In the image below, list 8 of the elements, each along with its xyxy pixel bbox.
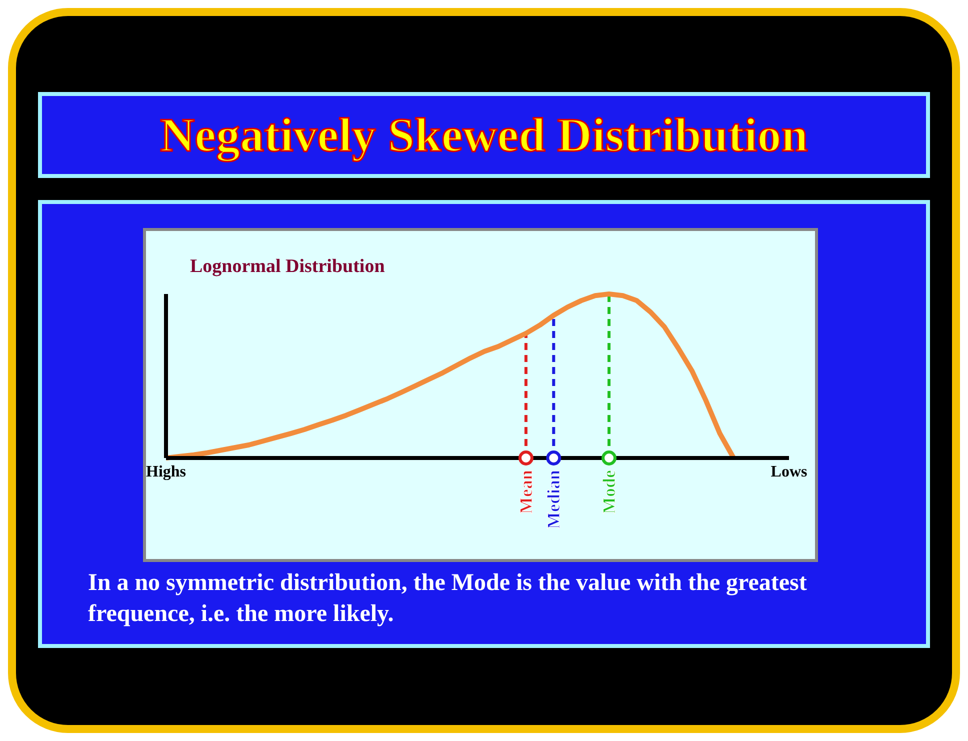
x-tick-label: Lows — [770, 463, 808, 480]
x-tick-label: Highs — [146, 463, 186, 480]
x-tick-label: Median — [544, 470, 564, 530]
chart-subtitle: Lognormal Distribution — [190, 256, 385, 278]
chart-title: Negatively Skewed Distribution — [160, 108, 808, 162]
x-tick-label: Mode — [599, 470, 620, 514]
x-tick-label: Mean — [516, 470, 536, 514]
text: In a no symmetric distribution, the Mode is the value with the greatest frequence, i.e. the more likely. — [88, 569, 808, 629]
